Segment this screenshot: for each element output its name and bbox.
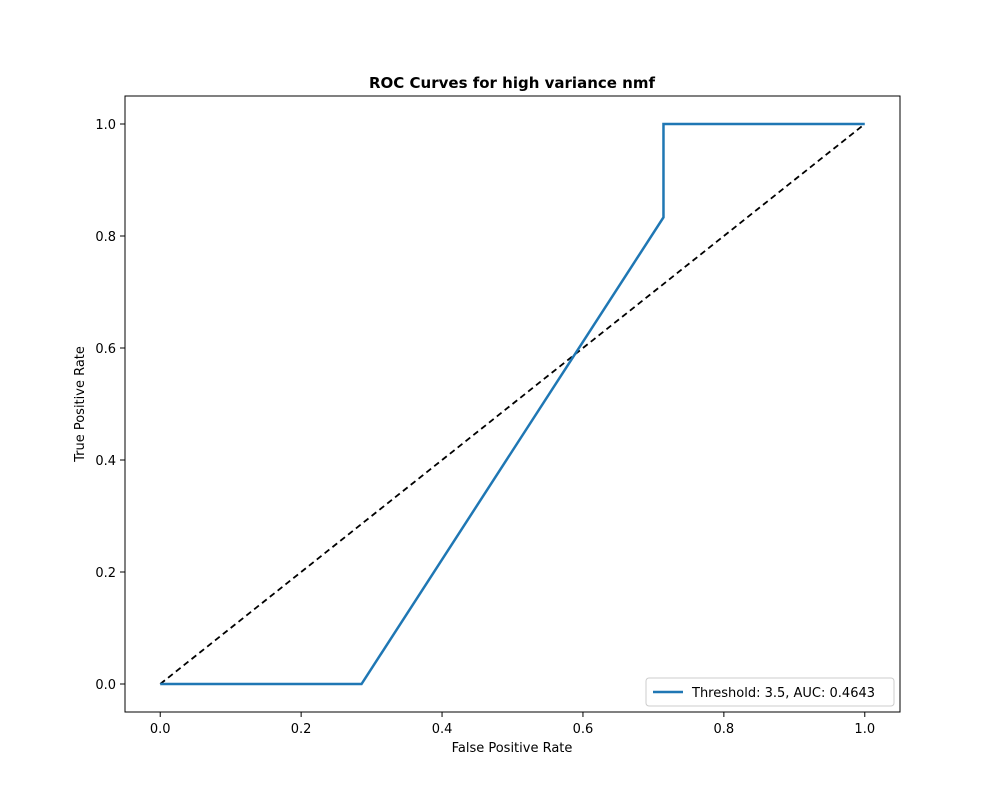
x-tick-label: 0.4: [432, 722, 453, 737]
y-tick-label: 0.6: [95, 342, 116, 357]
x-tick-label: 0.2: [291, 722, 312, 737]
y-axis-label: True Positive Rate: [73, 346, 88, 463]
x-tick-label: 1.0: [854, 722, 875, 737]
x-axis: 0.0 0.2 0.4 0.6 0.8 1.0: [150, 712, 875, 737]
y-tick-label: 0.4: [95, 454, 116, 469]
y-tick-label: 1.0: [95, 118, 116, 133]
plot-frame: [125, 96, 900, 712]
x-axis-label: False Positive Rate: [452, 741, 573, 756]
y-tick-label: 0.2: [95, 566, 116, 581]
legend-label: Threshold: 3.5, AUC: 0.4643: [691, 686, 875, 701]
legend-box: [645, 677, 895, 707]
y-axis: 0.0 0.2 0.4 0.6 0.8 1.0: [95, 118, 125, 693]
x-tick-label: 0.0: [150, 722, 171, 737]
y-tick-label: 0.8: [95, 230, 116, 245]
y-tick-label: 0.0: [95, 678, 116, 693]
chart-title: ROC Curves for high variance nmf: [369, 74, 655, 92]
plot-area: [124, 95, 901, 713]
x-tick-label: 0.6: [573, 722, 594, 737]
series-layer: [159, 122, 866, 686]
plot-border: [124, 95, 901, 713]
x-tick-label: 0.8: [714, 722, 735, 737]
roc-curve-line: [160, 122, 865, 686]
legend: Threshold: 3.5, AUC: 0.4643: [645, 677, 895, 707]
